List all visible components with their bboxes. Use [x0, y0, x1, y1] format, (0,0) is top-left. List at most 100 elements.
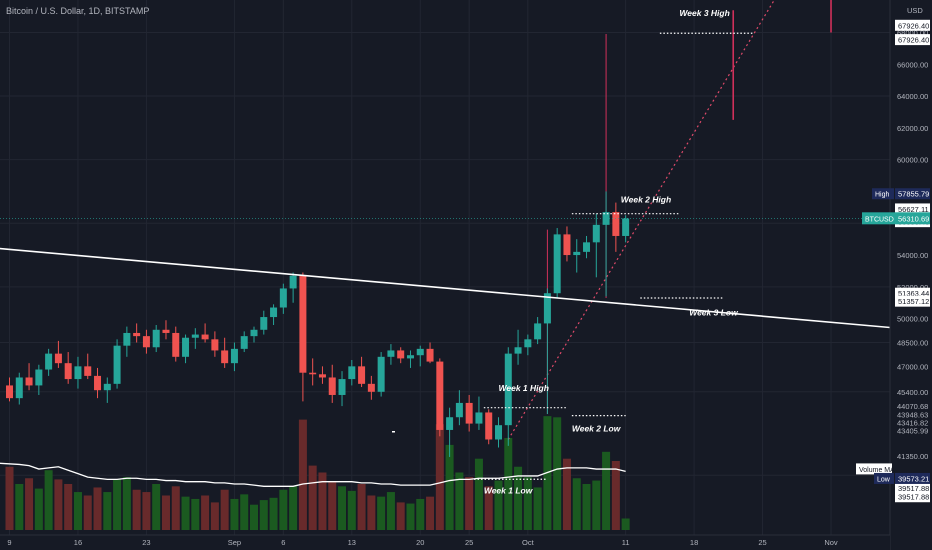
candle-body [573, 251, 581, 256]
y-tick-label: 64000.00 [897, 92, 928, 101]
high-badge-value: 57855.79 [898, 190, 929, 199]
price-label: 39517.88 [898, 484, 929, 493]
volume-bar [269, 497, 278, 530]
x-tick-label: 6 [281, 538, 285, 547]
volume-ma-label: Volume MA [859, 467, 895, 474]
volume-bar [367, 495, 376, 530]
volume-bar [103, 492, 112, 530]
week-level-label: Week 1 High [499, 383, 549, 393]
volume-bar [132, 489, 141, 530]
candle-body [377, 356, 385, 392]
volume-bar [406, 503, 415, 530]
candle-body [133, 332, 141, 337]
y-tick-label: 54000.00 [897, 251, 928, 260]
price-label-box [895, 482, 930, 494]
x-tick-label: 16 [74, 538, 82, 547]
volume-bar [298, 419, 307, 530]
volume-bar [416, 498, 425, 530]
candle-body [495, 425, 502, 440]
x-tick-label: 20 [416, 538, 424, 547]
volume-bar [230, 498, 239, 530]
candle-body [201, 334, 209, 340]
candle-body [397, 350, 405, 359]
price-label-box [895, 19, 930, 31]
x-tick-label: Nov [824, 538, 838, 547]
volume-bar [494, 480, 503, 530]
candle-body [94, 375, 102, 391]
volume-bar [44, 470, 53, 530]
candle-body [348, 366, 356, 380]
candle-body [270, 307, 278, 318]
volume-bar [64, 484, 73, 530]
volume-bar [347, 490, 356, 530]
volume-bar [122, 477, 131, 530]
volume-bar [240, 494, 249, 530]
price-label: 51363.44 [898, 289, 929, 298]
candle-body [240, 336, 248, 349]
volume-bar [455, 472, 464, 530]
price-label-box [895, 34, 930, 46]
y-tick-label: 62000.00 [897, 124, 928, 133]
candle-body [6, 385, 13, 399]
y-tick-label: 44070.68 [897, 402, 928, 411]
volume-bar [93, 487, 102, 530]
candle-body [15, 377, 23, 399]
candle-body [142, 336, 150, 348]
volume-bar [83, 495, 92, 530]
volume-bar [504, 438, 513, 530]
volume-bar [435, 424, 444, 530]
candle-body [309, 372, 317, 375]
volume-bar [445, 444, 454, 530]
x-tick-label: 9 [7, 538, 11, 547]
volume-bar [553, 417, 562, 530]
volume-bar [152, 484, 161, 530]
volume-bar [161, 495, 170, 530]
candle-body [338, 379, 346, 395]
x-tick-label: 18 [690, 538, 698, 547]
volume-bar [592, 480, 601, 530]
price-label-box [895, 491, 930, 503]
candle-body [25, 377, 33, 386]
candle-body [191, 334, 199, 338]
volume-bar [514, 466, 523, 530]
volume-bar [181, 496, 190, 530]
high-badge-label: High [875, 192, 890, 199]
week-level-label: Week 3 High [679, 8, 729, 18]
volume-bar [621, 518, 630, 530]
volume-bar [484, 486, 493, 530]
last-badge-value: 56310.69 [898, 214, 929, 223]
volume-bar [191, 498, 200, 530]
candle-body [504, 353, 512, 426]
price-label-box [895, 287, 930, 299]
volume-bar [357, 484, 366, 530]
candle-body [35, 369, 43, 386]
week-level-label: Week 1 Low [484, 486, 534, 496]
low-badge-tag [874, 472, 894, 484]
week-level-label: Week 2 Low [572, 424, 622, 434]
volume-bar [572, 478, 581, 530]
volume-bar [533, 487, 542, 530]
candle-body [123, 332, 131, 346]
candle-body [230, 348, 238, 364]
candle-body [583, 242, 591, 252]
volume-bar [582, 484, 591, 530]
candle-body [84, 366, 92, 376]
candle-body [162, 329, 170, 333]
x-tick-label: 23 [142, 538, 150, 547]
candle-body [465, 402, 473, 424]
candle-body [289, 275, 297, 289]
x-tick-label: 13 [348, 538, 356, 547]
volume-bar [465, 477, 474, 530]
high-badge-box [895, 188, 930, 200]
y-axis-panel [890, 0, 932, 550]
candle-body [152, 329, 160, 348]
volume-bar [54, 479, 63, 530]
y-tick-label: 43405.99 [897, 427, 928, 436]
candle-body [172, 332, 180, 357]
price-label: 67926.40 [898, 21, 929, 30]
y-tick-label: 50000.00 [897, 315, 928, 324]
chart-title: Bitcoin / U.S. Dollar, 1D, BITSTAMP [6, 6, 150, 16]
y-tick-label: 45400.00 [897, 388, 928, 397]
